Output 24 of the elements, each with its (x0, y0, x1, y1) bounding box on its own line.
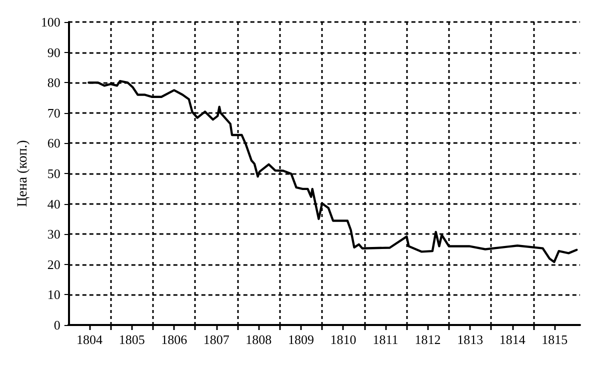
y-tick-label: 40 (47, 196, 60, 212)
y-tick-label: 30 (47, 226, 60, 242)
x-tick-label: 1805 (118, 332, 145, 347)
y-tick-label: 80 (47, 75, 60, 90)
x-tick-label: 1804 (76, 332, 104, 347)
y-tick-label: 60 (47, 136, 60, 151)
x-tick-label: 1811 (372, 332, 398, 347)
x-tick-label: 1814 (499, 332, 526, 347)
y-tick-label: 10 (47, 287, 60, 302)
y-tick-label: 100 (40, 14, 60, 30)
y-tick-label: 90 (47, 44, 60, 60)
y-tick-label: 50 (47, 166, 60, 181)
x-tick-label: 1813 (457, 332, 484, 347)
x-tick-label: 1808 (246, 332, 272, 347)
x-tick-label: 1807 (203, 332, 230, 347)
y-tick-label: 0 (54, 318, 60, 332)
x-tick-label: 1810 (330, 332, 356, 347)
x-tick-label: 1812 (414, 332, 441, 347)
x-tick-label: 1815 (542, 332, 568, 347)
x-tick-label: 1806 (161, 332, 188, 347)
y-tick-label: 20 (47, 256, 60, 272)
y-tick-label: 70 (47, 105, 60, 120)
x-tick-label: 1809 (288, 332, 314, 347)
y-axis-title: Цена (коп.) (16, 140, 30, 207)
